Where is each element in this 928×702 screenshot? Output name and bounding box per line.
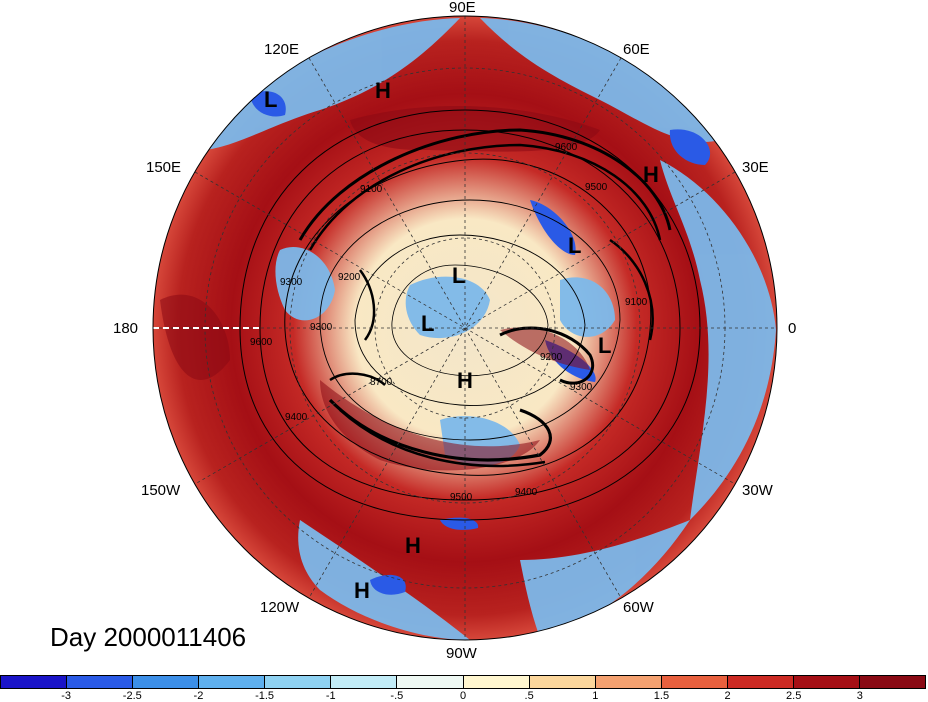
colorbar-tick-label: 1 bbox=[592, 690, 599, 702]
longitude-label-180: 180 bbox=[113, 320, 139, 337]
colorbar bbox=[0, 675, 926, 689]
contour-label: 9100 bbox=[360, 184, 383, 195]
colorbar-cell bbox=[860, 676, 926, 688]
longitude-label-60w: 60W bbox=[623, 599, 654, 616]
contour-label: 9600 bbox=[250, 337, 273, 348]
colorbar-tick-label: -1.5 bbox=[255, 690, 275, 702]
longitude-label-90e: 90E bbox=[449, 0, 476, 16]
colorbar-cell bbox=[265, 676, 332, 688]
colorbar-cell bbox=[133, 676, 200, 688]
contour-label: 9500 bbox=[450, 492, 473, 503]
longitude-label-30e: 30E bbox=[742, 159, 769, 176]
colorbar-cell bbox=[529, 676, 596, 688]
high-pressure-marker: H bbox=[405, 533, 421, 558]
colorbar-tick-label: -1 bbox=[325, 690, 336, 702]
colorbar-tick-label: -2.5 bbox=[122, 690, 142, 702]
map-boundary bbox=[152, 15, 778, 641]
contour-label: 9400 bbox=[515, 487, 538, 498]
colorbar-cell bbox=[727, 676, 794, 688]
longitude-label-0: 0 bbox=[788, 320, 797, 337]
longitude-label-90w: 90W bbox=[446, 645, 477, 662]
colorbar-tick-label: 2 bbox=[724, 690, 731, 702]
contour-label-group: 9600 9500 9100 9300 9200 9300 9400 9500 … bbox=[250, 142, 648, 503]
high-pressure-marker: H bbox=[354, 578, 370, 603]
contour-label: 9200 bbox=[338, 272, 361, 283]
colorbar-cell bbox=[199, 676, 266, 688]
low-pressure-marker: L bbox=[421, 311, 435, 336]
contour-label: 9500 bbox=[585, 182, 608, 193]
colorbar-tick-label: -2 bbox=[193, 690, 204, 702]
low-pressure-marker: L bbox=[452, 263, 466, 288]
colorbar-tick-label: -.5 bbox=[390, 690, 404, 702]
high-pressure-marker: H bbox=[375, 78, 391, 103]
colorbar-tick-label: -3 bbox=[61, 690, 72, 702]
colorbar-cell bbox=[1, 676, 68, 688]
colorbar-cell bbox=[331, 676, 398, 688]
contour-label: 9200 bbox=[540, 352, 563, 363]
contour-label: 9600 bbox=[555, 142, 578, 153]
contour-label: 9400 bbox=[285, 412, 308, 423]
contour-label: 9300 bbox=[570, 382, 593, 393]
high-pressure-marker: H bbox=[457, 368, 473, 393]
low-pressure-marker: L bbox=[264, 87, 278, 112]
geopotential-contours bbox=[239, 109, 701, 521]
contour-label: 9100 bbox=[625, 297, 648, 308]
colorbar-cell bbox=[67, 676, 134, 688]
colorbar-tick-label: 1.5 bbox=[653, 690, 670, 702]
colorbar-cell bbox=[397, 676, 464, 688]
longitude-label-120e: 120E bbox=[264, 41, 300, 58]
colorbar-tick-label: 2.5 bbox=[786, 690, 802, 702]
colorbar-tick-label: .5 bbox=[524, 690, 534, 702]
day-label: Day 2000011406 bbox=[50, 622, 247, 652]
contour-label: 8700 bbox=[370, 377, 393, 388]
colorbar-tick-label: 0 bbox=[459, 690, 467, 702]
colorbar-tick-label: 3 bbox=[856, 690, 863, 702]
colorbar-cell bbox=[463, 676, 530, 688]
low-pressure-marker: L bbox=[568, 233, 582, 258]
colorbar-cell bbox=[661, 676, 728, 688]
high-pressure-marker: H bbox=[643, 162, 659, 187]
colorbar-cell bbox=[793, 676, 861, 688]
contour-label: 9300 bbox=[280, 277, 303, 288]
longitude-label-60e: 60E bbox=[623, 41, 650, 58]
longitude-label-150e: 150E bbox=[146, 159, 182, 176]
low-pressure-marker: L bbox=[598, 333, 612, 358]
longitude-label-120w: 120W bbox=[260, 599, 300, 616]
longitude-label-30w: 30W bbox=[742, 482, 773, 499]
longitude-label-150w: 150W bbox=[141, 482, 181, 499]
colorbar-cell bbox=[595, 676, 662, 688]
contour-label: 9300 bbox=[310, 322, 333, 333]
